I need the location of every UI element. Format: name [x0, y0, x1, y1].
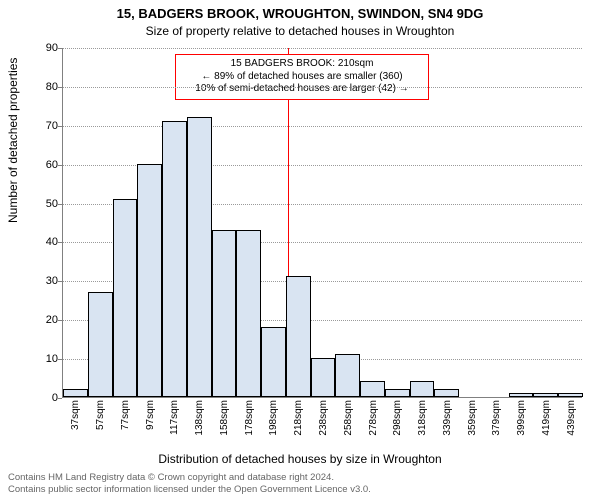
x-tick-label: 138sqm: [194, 400, 205, 440]
y-tick-mark: [58, 165, 62, 166]
histogram-bar: [286, 276, 311, 397]
y-tick-label: 60: [38, 159, 58, 171]
x-tick-label: 37sqm: [70, 400, 81, 440]
x-tick-label: 298sqm: [392, 400, 403, 440]
histogram-bar: [162, 121, 187, 397]
histogram-bar: [533, 393, 558, 397]
y-tick-mark: [58, 398, 62, 399]
histogram-bar: [88, 292, 113, 397]
y-tick-label: 30: [38, 275, 58, 287]
histogram-bar: [434, 389, 459, 397]
y-tick-label: 70: [38, 120, 58, 132]
x-tick-label: 318sqm: [417, 400, 428, 440]
y-tick-label: 10: [38, 353, 58, 365]
x-tick-label: 419sqm: [541, 400, 552, 440]
y-tick-label: 0: [38, 392, 58, 404]
histogram-bar: [509, 393, 534, 397]
x-tick-label: 57sqm: [95, 400, 106, 440]
y-tick-label: 20: [38, 314, 58, 326]
histogram-bar: [335, 354, 360, 397]
y-tick-mark: [58, 320, 62, 321]
callout-line3: 10% of semi-detached houses are larger (…: [182, 83, 422, 96]
x-tick-label: 379sqm: [491, 400, 502, 440]
chart-subtitle: Size of property relative to detached ho…: [0, 24, 600, 38]
y-tick-label: 80: [38, 81, 58, 93]
y-tick-mark: [58, 126, 62, 127]
y-axis-label: Number of detached properties: [6, 58, 20, 223]
chart-title-address: 15, BADGERS BROOK, WROUGHTON, SWINDON, S…: [0, 6, 600, 21]
x-tick-label: 117sqm: [169, 400, 180, 440]
y-tick-mark: [58, 87, 62, 88]
histogram-bar: [63, 389, 88, 397]
histogram-bar: [137, 164, 162, 397]
x-tick-label: 158sqm: [219, 400, 230, 440]
plot-area: 15 BADGERS BROOK: 210sqm ← 89% of detach…: [62, 48, 582, 398]
histogram-bar: [385, 389, 410, 397]
histogram-bar: [410, 381, 435, 397]
y-tick-mark: [58, 359, 62, 360]
x-tick-label: 178sqm: [244, 400, 255, 440]
x-tick-label: 339sqm: [442, 400, 453, 440]
x-tick-label: 399sqm: [516, 400, 527, 440]
y-tick-label: 50: [38, 198, 58, 210]
histogram-bar: [212, 230, 237, 397]
callout-line2: ← 89% of detached houses are smaller (36…: [182, 71, 422, 84]
histogram-bar: [311, 358, 336, 397]
x-tick-label: 359sqm: [467, 400, 478, 440]
y-tick-mark: [58, 281, 62, 282]
gridline-h: [63, 48, 582, 49]
x-tick-label: 278sqm: [368, 400, 379, 440]
callout-line1: 15 BADGERS BROOK: 210sqm: [182, 58, 422, 71]
histogram-bar: [236, 230, 261, 397]
gridline-h: [63, 126, 582, 127]
histogram-bar: [113, 199, 138, 397]
x-tick-label: 198sqm: [268, 400, 279, 440]
histogram-bar: [261, 327, 286, 397]
y-tick-mark: [58, 242, 62, 243]
marker-callout: 15 BADGERS BROOK: 210sqm ← 89% of detach…: [175, 54, 429, 100]
histogram-bar: [187, 117, 212, 397]
attribution: Contains HM Land Registry data © Crown c…: [8, 472, 371, 496]
y-tick-mark: [58, 48, 62, 49]
x-tick-label: 218sqm: [293, 400, 304, 440]
attrib-line1: Contains HM Land Registry data © Crown c…: [8, 472, 371, 484]
histogram-bar: [558, 393, 583, 397]
y-tick-label: 40: [38, 236, 58, 248]
x-tick-label: 439sqm: [566, 400, 577, 440]
x-tick-label: 77sqm: [120, 400, 131, 440]
histogram-bar: [360, 381, 385, 397]
x-axis-label: Distribution of detached houses by size …: [0, 452, 600, 466]
y-tick-label: 90: [38, 42, 58, 54]
y-tick-mark: [58, 204, 62, 205]
gridline-h: [63, 87, 582, 88]
x-tick-label: 97sqm: [145, 400, 156, 440]
x-tick-label: 258sqm: [343, 400, 354, 440]
x-tick-label: 238sqm: [318, 400, 329, 440]
chart-container: 15, BADGERS BROOK, WROUGHTON, SWINDON, S…: [0, 0, 600, 500]
attrib-line2: Contains public sector information licen…: [8, 484, 371, 496]
